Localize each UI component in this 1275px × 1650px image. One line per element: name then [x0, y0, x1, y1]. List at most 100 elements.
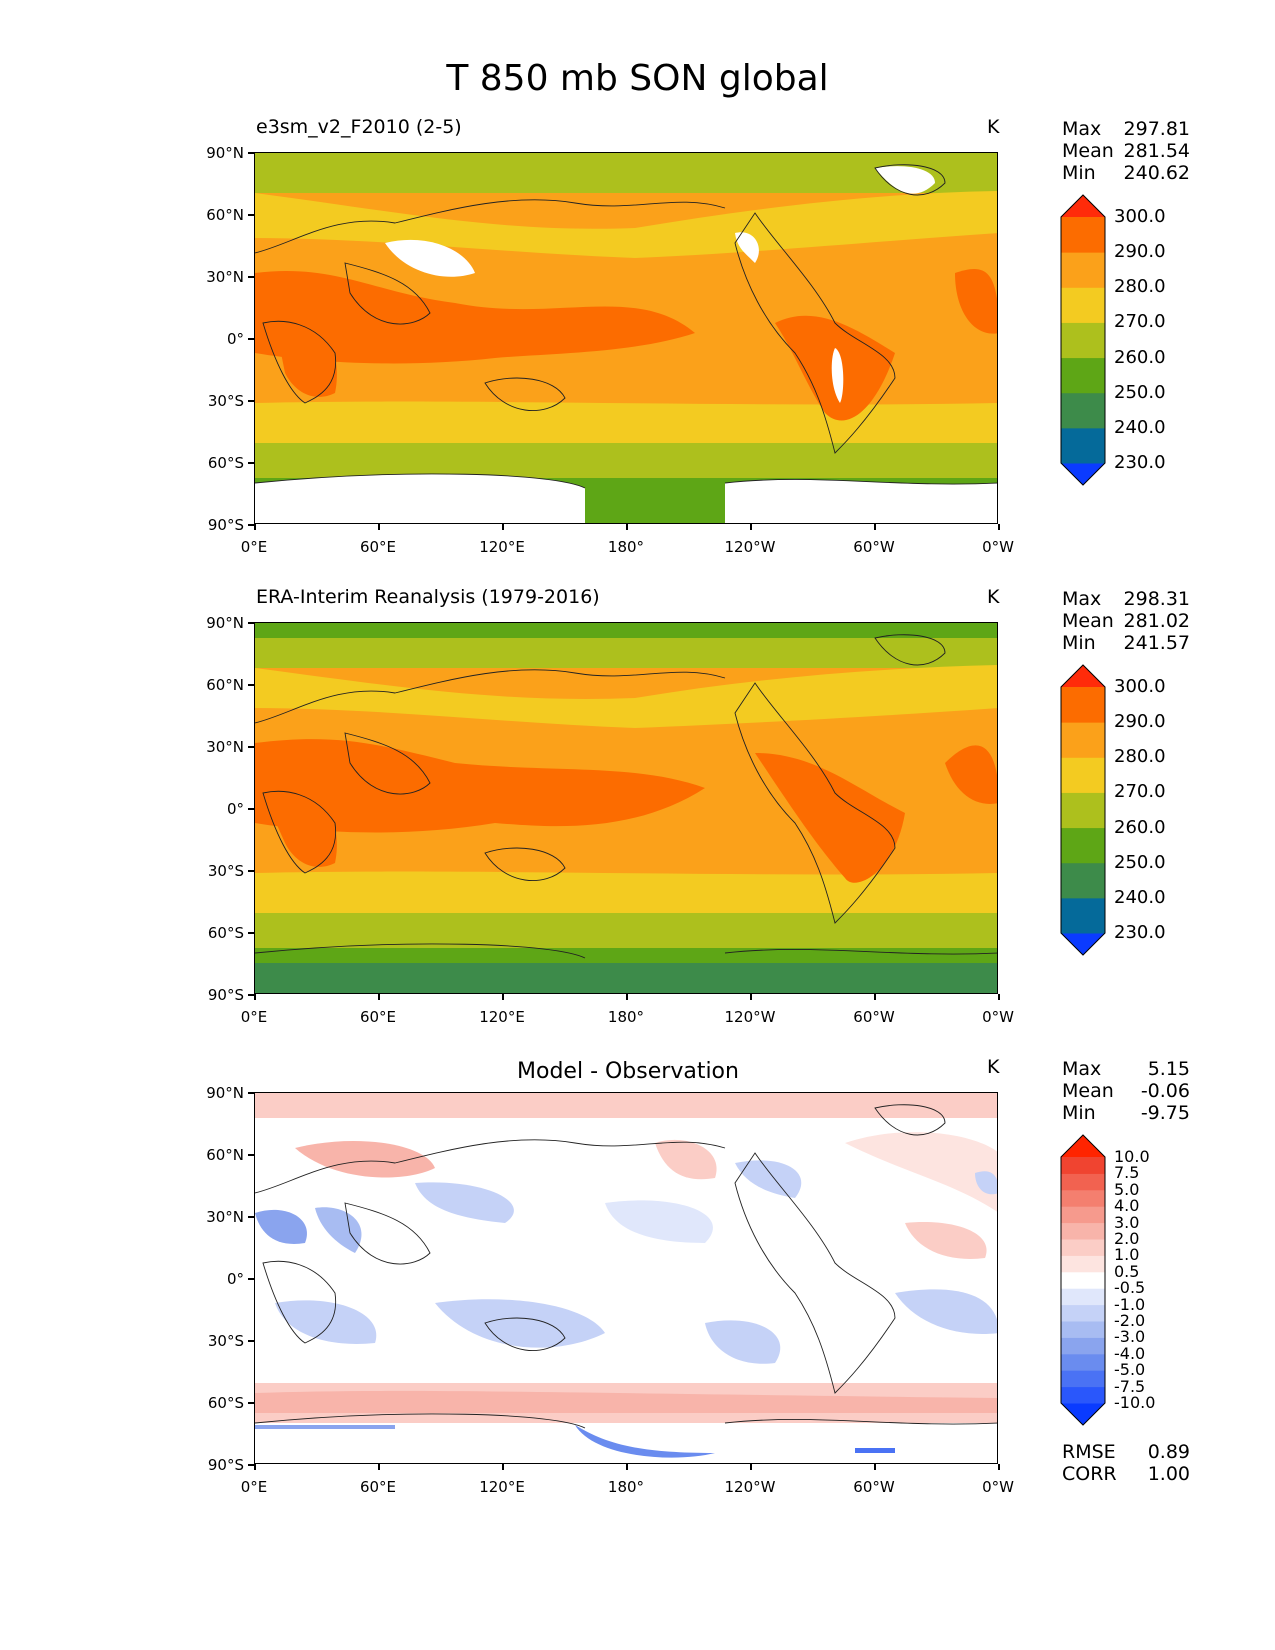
x-tick-label: 60°E: [359, 1008, 397, 1026]
x-tick-label: 120°E: [479, 1478, 525, 1496]
y-tick-mark: [248, 808, 254, 810]
y-tick-label: 90°S: [207, 986, 244, 1004]
colorbar-segment: [1061, 687, 1105, 723]
colorbar-extend-min: [1061, 463, 1105, 485]
colorbar-tick-label: -2.0: [1114, 1311, 1146, 1330]
min-value: 240.62: [1123, 162, 1190, 184]
y-tick-label: 0°: [226, 1270, 244, 1288]
x-tick-label: 0°W: [982, 1478, 1014, 1496]
colorbar-tick-label: 2.0: [1114, 1229, 1140, 1248]
colorbar-tick-label: 260.0: [1114, 346, 1166, 368]
y-tick-mark: [248, 994, 254, 996]
y-tick-mark: [248, 1340, 254, 1342]
y-tick-mark: [248, 1402, 254, 1404]
colorbar-tick-label: 230.0: [1114, 922, 1166, 943]
colorbar-outline: [1060, 1134, 1106, 1426]
difference-panel: Model - Observation K: [0, 940, 1275, 1496]
y-tick-label: 90°S: [207, 1456, 244, 1474]
y-tick-label: 90°N: [206, 144, 244, 162]
y-tick-label: 30°N: [206, 1208, 244, 1226]
colorbar-segment: [1061, 287, 1105, 323]
x-tick-label: 0°E: [240, 1008, 268, 1026]
colorbar-segment: [1061, 1173, 1105, 1191]
stats-box: Max 297.81 Mean 281.54 Min 240.62: [1062, 118, 1190, 184]
figure-title: T 850 mb SON global: [446, 58, 829, 99]
panel-label: e3sm_v2_F2010 (2-5): [256, 116, 462, 138]
y-tick-mark: [248, 524, 254, 526]
colorbar-segment: [1061, 1288, 1105, 1306]
colorbar-segment: [1061, 357, 1105, 394]
y-tick-mark: [248, 462, 254, 464]
colorbar-tick-label: -0.5: [1114, 1278, 1146, 1298]
y-tick-label: 60°N: [206, 206, 244, 224]
x-tick-label: 180°: [607, 1008, 645, 1026]
colorbar-tick-label: 1.0: [1114, 1245, 1140, 1265]
stats-box: Max 5.15 Mean -0.06 Min -9.75: [1062, 1058, 1190, 1124]
colorbar-tick-label: -10.0: [1114, 1393, 1156, 1412]
difference-map[interactable]: [254, 1092, 998, 1464]
x-tick-mark: [626, 524, 628, 530]
min-label: Min: [1062, 1102, 1096, 1124]
x-tick-mark: [502, 994, 504, 1000]
colorbar-tick-label: 0.5: [1114, 1261, 1140, 1281]
x-tick-label: 0°W: [982, 538, 1014, 556]
x-tick-label: 120°E: [479, 538, 525, 556]
y-tick-mark: [248, 1154, 254, 1156]
model-panel: e3sm_v2_F2010 (2-5) K: [0, 0, 1275, 556]
colorbar-segment: [1061, 322, 1105, 359]
y-tick-mark: [248, 152, 254, 154]
y-tick-label: 90°N: [206, 1084, 244, 1102]
x-tick-mark: [874, 994, 876, 1000]
colorbar-segment: [1061, 1206, 1105, 1224]
colorbar-tick-label: 300.0: [1114, 676, 1166, 697]
y-tick-label: 30°S: [207, 1332, 244, 1350]
colorbar-segment: [1061, 1304, 1105, 1322]
x-tick-label: 0°E: [240, 1478, 268, 1496]
y-tick-mark: [248, 932, 254, 934]
x-tick-label: 60°E: [359, 538, 397, 556]
y-tick-mark: [248, 276, 254, 278]
mean-label: Mean: [1062, 610, 1114, 632]
colorbar-segment: [1061, 1386, 1105, 1404]
max-value: 298.31: [1123, 588, 1190, 610]
colorbar-tick-label: 10.0: [1114, 1147, 1150, 1166]
y-tick-mark: [248, 1216, 254, 1218]
min-value: -9.75: [1140, 1102, 1190, 1124]
y-tick-label: 60°N: [206, 1146, 244, 1164]
colorbar-segment: [1061, 427, 1105, 464]
x-tick-label: 120°E: [479, 1008, 525, 1026]
x-tick-mark: [502, 1464, 504, 1470]
panel-label: Model - Observation: [517, 1059, 739, 1084]
mean-value: -0.06: [1140, 1080, 1190, 1102]
x-tick-label: 60°W: [853, 1008, 895, 1026]
colorbar-segment: [1061, 1222, 1105, 1240]
model-map[interactable]: [254, 152, 998, 524]
colorbar-tick-label: 7.5: [1114, 1163, 1140, 1183]
colorbar-extend-max: [1061, 665, 1105, 687]
colorbar-tick-label: 3.0: [1114, 1212, 1140, 1232]
colorbar-tick-label: 300.0: [1114, 206, 1166, 227]
mean-value: 281.54: [1123, 140, 1190, 162]
colorbar-tick-label: -1.0: [1114, 1294, 1146, 1314]
observation-map[interactable]: [254, 622, 998, 994]
y-tick-mark: [248, 214, 254, 216]
colorbar-extend-min: [1061, 933, 1105, 955]
stats-box: Max 298.31 Mean 281.02 Min 241.57: [1062, 588, 1190, 654]
x-tick-mark: [998, 994, 1000, 1000]
colorbar-tick-label: 290.0: [1114, 241, 1166, 263]
colorbar-tick-label: 230.0: [1114, 452, 1166, 473]
y-tick-label: 30°N: [206, 268, 244, 286]
y-tick-label: 60°S: [207, 454, 244, 472]
min-value: 241.57: [1123, 632, 1190, 654]
y-tick-label: 90°S: [207, 516, 244, 534]
x-tick-mark: [378, 994, 380, 1000]
x-tick-mark: [874, 1464, 876, 1470]
y-tick-mark: [248, 400, 254, 402]
x-tick-label: 120°W: [724, 1008, 776, 1026]
max-value: 297.81: [1123, 118, 1190, 140]
mean-label: Mean: [1062, 140, 1114, 162]
x-tick-mark: [750, 994, 752, 1000]
y-tick-label: 60°S: [207, 1394, 244, 1412]
rmse-value: 0.89: [1147, 1441, 1190, 1463]
colorbar-tick-label: 4.0: [1114, 1196, 1140, 1216]
